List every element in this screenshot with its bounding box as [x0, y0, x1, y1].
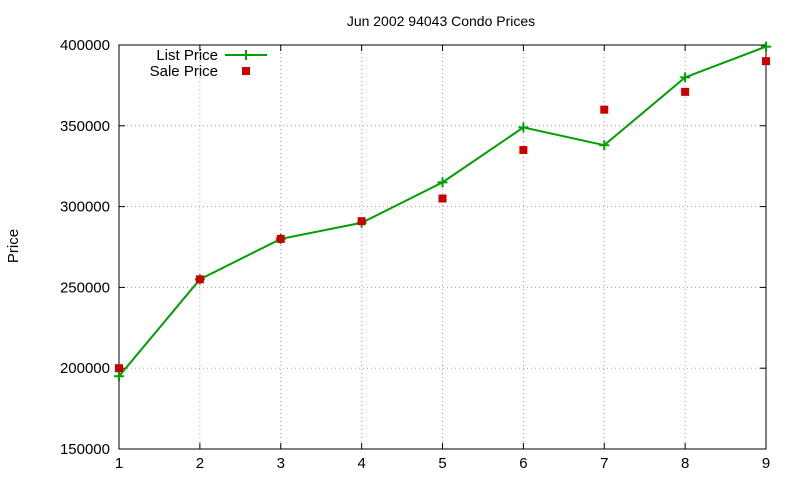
list-price-point: [599, 140, 610, 151]
list-price-line: [118, 45, 767, 377]
x-tick-label: 2: [196, 455, 204, 472]
sale-price-point: [438, 194, 447, 203]
y-tick-label: 250000: [60, 279, 110, 296]
x-tick-label: 9: [762, 455, 770, 472]
legend-label-sale-price: Sale Price: [150, 63, 218, 80]
x-tick-label: 6: [519, 455, 527, 472]
x-tick-label: 4: [357, 455, 365, 472]
sale-price-point: [762, 57, 770, 66]
list-price-point: [437, 177, 448, 188]
legend-marker-sale-price: [242, 67, 250, 75]
x-tick-label: 8: [681, 455, 689, 472]
x-tick-label: 3: [277, 455, 285, 472]
y-tick-label: 200000: [60, 360, 110, 377]
y-tick-label: 150000: [60, 441, 110, 458]
x-tick-label: 7: [600, 455, 608, 472]
legend-label-list-price: List Price: [156, 47, 218, 64]
sale-price-point: [681, 87, 690, 96]
y-tick-label: 400000: [60, 37, 110, 54]
grid-lines: [119, 45, 766, 449]
x-tick-label: 1: [115, 455, 123, 472]
list-price-point: [518, 122, 529, 133]
sale-price-point: [195, 275, 204, 284]
data-series: [114, 41, 771, 382]
sale-price-point: [276, 234, 285, 243]
sale-price-point: [357, 217, 366, 226]
y-tick-label: 350000: [60, 118, 110, 135]
y-axis-label: Price: [5, 229, 22, 263]
sale-price-point: [519, 146, 528, 155]
axes: 1 2 3 4 5 6 7 8 9 150000 200000 250000 300000 350000 4…: [60, 37, 770, 472]
x-tick-label: 5: [438, 455, 446, 472]
sale-price-point: [600, 105, 609, 114]
legend-marker-list-price: [241, 50, 251, 60]
y-tick-label: 300000: [60, 199, 110, 216]
chart-title: Jun 2002 94043 Condo Prices: [347, 13, 535, 29]
list-price-point: [114, 371, 124, 382]
list-price-point: [761, 41, 771, 52]
sale-price-point: [115, 364, 123, 373]
list-price-point: [680, 72, 691, 83]
